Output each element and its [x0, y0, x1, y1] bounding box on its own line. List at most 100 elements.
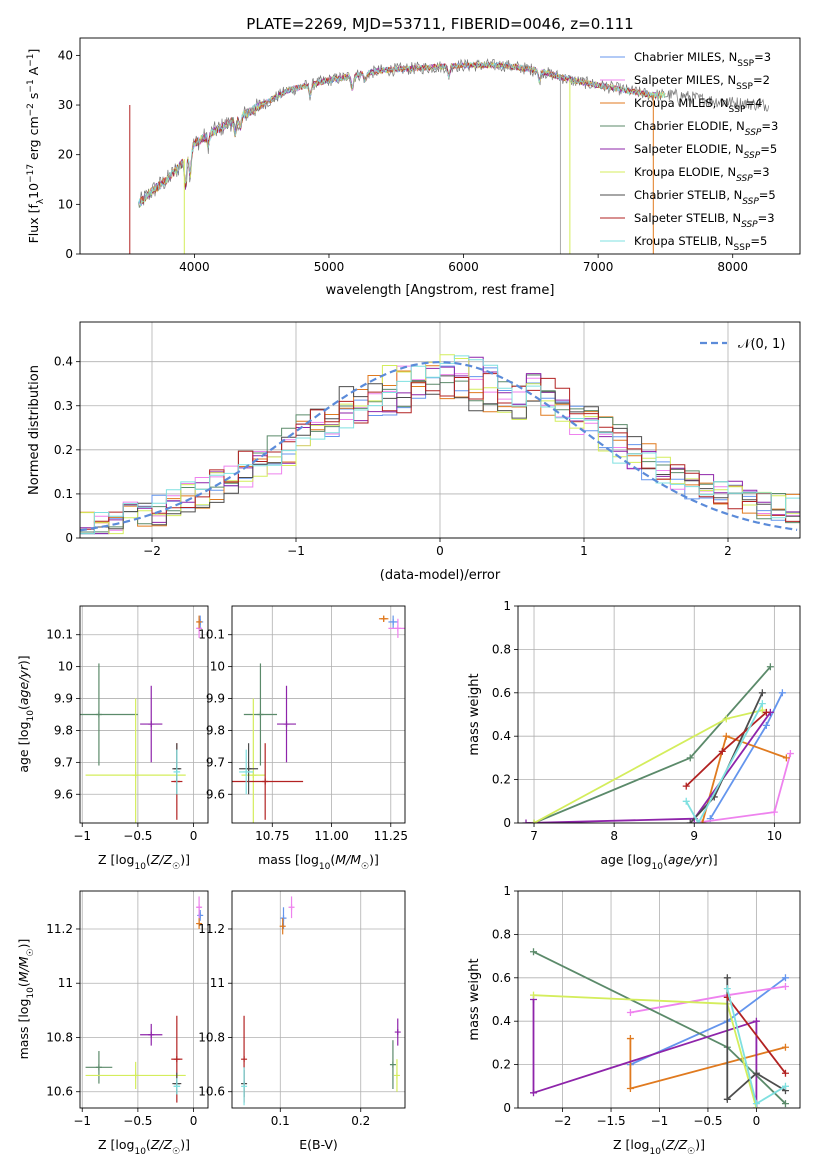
errorbar-point-salpeter-elodie — [140, 1023, 163, 1046]
label-part: 10 — [319, 862, 331, 872]
y-tick-label: 10.6 — [198, 1085, 225, 1099]
x-tick-label: −2 — [554, 1114, 572, 1128]
legend: 𝒩(0, 1) — [700, 337, 785, 352]
figure-title: PLATE=2269, MJD=53711, FIBERID=0046, z=0… — [246, 15, 633, 33]
label-part: =2 — [753, 73, 770, 87]
errorbar-point-salpeter-stelib — [232, 743, 304, 820]
point-marker — [393, 1072, 400, 1079]
point-marker — [257, 711, 264, 718]
weight-marker — [723, 974, 731, 982]
weight-marker — [786, 750, 794, 758]
point-marker — [173, 768, 180, 775]
point-marker — [95, 711, 102, 718]
y-tick-label: 10.8 — [46, 1030, 73, 1044]
x-tick-label: 0.1 — [271, 1114, 290, 1128]
label-part: =4 — [745, 96, 762, 110]
label-part: ( — [146, 1137, 151, 1152]
label-part: =5 — [750, 234, 767, 248]
spectrum-line-kroupa-stelib — [138, 61, 666, 207]
plot-area — [129, 58, 770, 254]
x-tick-label: −1 — [287, 544, 305, 558]
weight-marker — [770, 808, 778, 816]
y-tick-label: 0 — [65, 247, 73, 261]
weight-marker — [686, 819, 694, 823]
weight-marker — [530, 948, 538, 956]
weight-marker — [781, 1100, 789, 1108]
label-part: 10 — [134, 862, 146, 872]
label-part: ☉ — [172, 1147, 180, 1157]
spectrum-line-salpeter-stelib — [139, 61, 661, 207]
legend-label: Chabrier STELIB, NSSP=5 — [634, 188, 776, 207]
label-part: Z [log — [613, 1137, 649, 1152]
x-tick-label: 7 — [530, 829, 538, 843]
weight-line — [726, 996, 787, 1074]
legend-label: Kroupa ELODIE, NSSP=3 — [634, 165, 770, 184]
point-marker — [196, 904, 203, 911]
y-axis-label: mass weight — [467, 673, 482, 755]
legend-label: Chabrier MILES, NSSP=3 — [634, 50, 771, 69]
y-tick-label: 10 — [58, 660, 73, 674]
y-tick-label: 0.1 — [54, 487, 73, 501]
label-part: mass [log — [258, 852, 319, 867]
weight-marker — [530, 991, 538, 999]
y-tick-label: 0.3 — [54, 399, 73, 413]
panel-residuals: −2 −1 0 1 2 0 0.1 0.2 0.3 0.4 (data-model)/error No… — [27, 321, 801, 583]
point-marker — [241, 1056, 248, 1063]
x-tick-label: −1.5 — [596, 1114, 625, 1128]
x-tick-label: 0 — [190, 829, 198, 843]
legend-label: Chabrier ELODIE, NSSP=3 — [634, 119, 778, 138]
weight-marker — [781, 1043, 789, 1051]
weight-series-kroupa-stelib — [723, 985, 789, 1108]
y-axis-label: mass [log10(M/M☉)] — [16, 939, 36, 1060]
label-part: Flux [f — [26, 204, 41, 244]
y-tick-label: 11.2 — [198, 922, 225, 936]
point-marker — [262, 778, 269, 785]
y-tick-label: 40 — [58, 48, 73, 62]
x-axis-label: (data-model)/error — [380, 568, 501, 583]
x-tick-label: 9 — [690, 829, 698, 843]
weight-marker — [530, 819, 538, 823]
errorbar-point-chabrier-elodie — [85, 1051, 113, 1084]
x-axis-label: mass [log10(M/M☉)] — [258, 852, 379, 872]
label-part: SSP — [742, 197, 759, 207]
point-marker — [394, 625, 401, 632]
label-part: ( — [16, 705, 31, 710]
label-part: ( — [330, 852, 335, 867]
plot-area — [241, 896, 401, 1106]
errorbar-point-kroupa-stelib — [241, 1067, 248, 1106]
y-axis-label: mass weight — [467, 958, 482, 1040]
plot-area — [232, 615, 405, 823]
weight-marker — [722, 715, 730, 723]
label-part: SSP — [745, 128, 762, 138]
weight-marker — [718, 747, 726, 755]
label-part: SSP — [734, 243, 751, 253]
label-part: ( — [663, 852, 668, 867]
label-part: =3 — [761, 119, 778, 133]
legend-label: Salpeter MILES, NSSP=2 — [634, 73, 770, 92]
y-tick-label: 0 — [65, 531, 73, 545]
legend-label: Salpeter STELIB, NSSP=3 — [634, 211, 775, 230]
y-tick-label: 11 — [210, 976, 225, 990]
label-part: Chabrier STELIB, N — [634, 188, 742, 202]
residual-hist-kroupa-stelib — [80, 355, 800, 535]
weight-series-chabrier-stelib — [723, 974, 789, 1103]
label-part: Z/Z — [150, 1137, 173, 1152]
label-part: 10 — [649, 1147, 661, 1157]
weight-marker — [781, 974, 789, 982]
y-tick-label: 0 — [503, 816, 511, 830]
x-axis-label: Z [log10(Z/Z☉)] — [613, 1137, 705, 1157]
plot-area — [85, 896, 204, 1103]
weight-marker — [762, 721, 770, 729]
label-part: ☉ — [687, 1147, 695, 1157]
y-axis-label: Normed distribution — [27, 365, 42, 495]
x-tick-label: −0.5 — [123, 1114, 152, 1128]
y-axis-label: age [log10(age/yr)] — [16, 655, 36, 772]
point-marker — [394, 1029, 401, 1036]
point-marker — [283, 721, 290, 728]
point-marker — [288, 904, 295, 911]
label-part: =5 — [759, 188, 776, 202]
point-marker — [243, 768, 250, 775]
label-part: 10 — [134, 1147, 146, 1157]
point-marker — [95, 1064, 102, 1071]
